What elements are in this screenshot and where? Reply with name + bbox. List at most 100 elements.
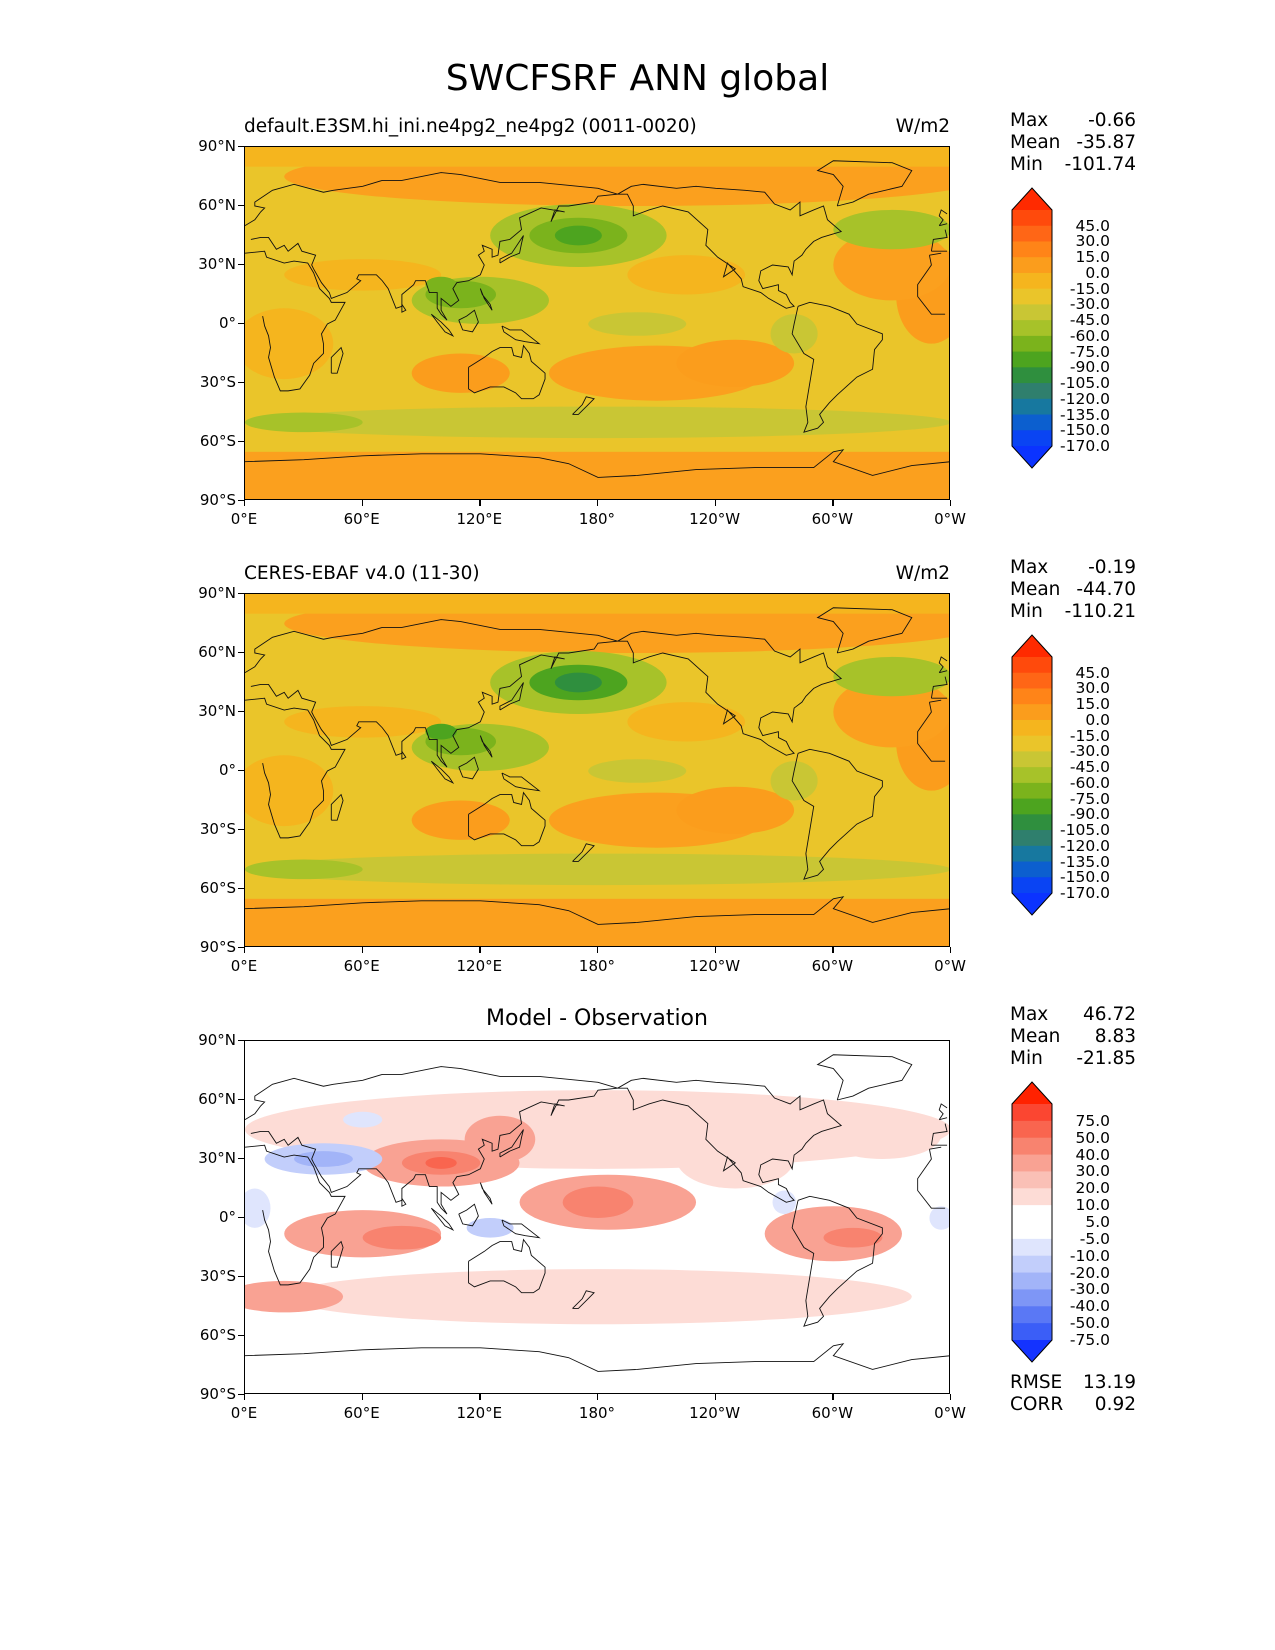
stat-min-value: -110.21	[1064, 601, 1136, 622]
lon-tick	[361, 1394, 363, 1400]
lat-tick-label: 60°N	[198, 196, 236, 214]
anomaly-region	[676, 1129, 795, 1189]
coastline	[479, 288, 493, 311]
lat-tick-label: 90°N	[198, 584, 236, 602]
lon-tick	[832, 1394, 834, 1400]
anomaly-region	[929, 1206, 949, 1230]
lon-tick	[479, 947, 481, 953]
stat-max-value: 46.72	[1083, 1004, 1136, 1025]
lon-tick-label: 180°	[578, 1404, 616, 1422]
colorbar-tick-label: 10.0	[1075, 1196, 1110, 1215]
lon-tick-label: 60°W	[811, 510, 854, 528]
colorbar-swatch	[1012, 830, 1052, 847]
colorbar-tick-label: -30.0	[1069, 1280, 1110, 1299]
lat-tick-label: 60°S	[199, 432, 236, 450]
colorbar-tick-label: -15.0	[1069, 279, 1110, 298]
colorbar-tick-label: -30.0	[1069, 295, 1110, 314]
lat-tick-label: 0°	[218, 314, 236, 332]
stat-mean-label: Mean	[1010, 132, 1061, 153]
colorbar-tick-label: 0.0	[1085, 710, 1110, 729]
colorbar-swatch	[1012, 688, 1052, 705]
stat-max: Max -0.66	[1010, 110, 1136, 132]
stat-corr: CORR 0.92	[1010, 1394, 1136, 1416]
colorbar-extend-max	[1012, 1082, 1052, 1104]
lon-tick-label: 60°W	[811, 957, 854, 975]
colorbar-tick-label: -20.0	[1069, 1263, 1110, 1282]
stat-corr-label: CORR	[1010, 1394, 1064, 1415]
colorbar-swatch	[1012, 1205, 1052, 1223]
colorbar-swatch	[1012, 735, 1052, 752]
panel-title: default.E3SM.hi_ini.ne4pg2_ne4pg2 (0011-…	[244, 116, 697, 137]
anomaly-region	[823, 1227, 883, 1248]
stat-min: Min -110.21	[1010, 601, 1136, 623]
field-region	[425, 723, 457, 740]
colorbar-swatch	[1012, 1154, 1052, 1172]
anomaly-region	[772, 1190, 797, 1215]
lon-tick-label: 0°W	[934, 510, 966, 528]
colorbar-swatch	[1012, 351, 1052, 368]
lon-tick	[714, 1394, 716, 1400]
colorbar-tick-label: 15.0	[1075, 248, 1110, 267]
colorbar-swatch	[1012, 257, 1052, 274]
lon-tick	[832, 947, 834, 953]
lat-tick	[238, 1217, 244, 1219]
lat-tick-label: 90°N	[198, 137, 236, 155]
stat-max-value: -0.66	[1088, 110, 1136, 131]
colorbar-swatch	[1012, 398, 1052, 416]
stat-rmse-value: 13.19	[1083, 1372, 1136, 1393]
lat-tick	[238, 1040, 244, 1042]
coastline	[245, 1144, 946, 1286]
colorbar-tick-label: -30.0	[1069, 742, 1110, 761]
stat-mean: Mean -35.87	[1010, 132, 1136, 154]
lon-tick-label: 60°E	[343, 957, 380, 975]
colorbar-swatch	[1012, 845, 1052, 863]
lat-tick	[238, 264, 244, 266]
colorbar-swatch	[1012, 1104, 1052, 1122]
lat-tick	[238, 205, 244, 207]
lat-tick-label: 30°S	[199, 1267, 236, 1285]
lon-tick-label: 0°E	[230, 510, 258, 528]
colorbar-tick-label: 0.0	[1085, 263, 1110, 282]
coastline	[245, 1343, 949, 1372]
colorbar-tick-label: -5.0	[1079, 1229, 1110, 1248]
lon-tick	[714, 947, 716, 953]
map-area	[244, 146, 950, 500]
lat-tick	[238, 1335, 244, 1337]
lat-tick-label: 30°S	[199, 820, 236, 838]
colorbar-swatch	[1012, 367, 1052, 384]
coastline	[791, 1195, 883, 1327]
colorbar-swatch	[1012, 1323, 1052, 1341]
stat-max-value: -0.19	[1088, 557, 1136, 578]
colorbar-swatch	[1012, 1188, 1052, 1206]
lon-tick	[714, 500, 716, 506]
stat-max-label: Max	[1010, 110, 1049, 131]
coastline	[938, 209, 948, 227]
stat-min-label: Min	[1010, 154, 1043, 175]
colorbar-swatch	[1012, 288, 1052, 305]
lat-tick	[238, 593, 244, 595]
colorbar-tick-label: 30.0	[1075, 232, 1110, 251]
lon-tick	[597, 947, 599, 953]
field-region	[627, 702, 746, 742]
anomaly-region	[823, 1111, 942, 1159]
colorbar-tick-label: 40.0	[1075, 1145, 1110, 1164]
map-svg	[245, 1041, 949, 1393]
lon-tick	[479, 500, 481, 506]
coastline	[499, 235, 524, 264]
lat-tick-label: 30°S	[199, 373, 236, 391]
coastline	[430, 313, 455, 337]
lat-tick	[238, 1394, 244, 1396]
colorbar-swatch	[1012, 657, 1052, 674]
colorbar-swatch	[1012, 751, 1052, 768]
lat-tick	[238, 1276, 244, 1278]
colorbar-tick-label: -75.0	[1069, 789, 1110, 808]
colorbar-tick-label: 45.0	[1075, 216, 1110, 235]
coastline	[479, 1182, 493, 1205]
colorbar-tick-label: -120.0	[1060, 389, 1110, 408]
colorbar-extend-min	[1012, 446, 1052, 468]
coastline	[245, 172, 948, 321]
lon-tick-label: 60°W	[811, 1404, 854, 1422]
stats-block: Max 46.72 Mean 8.83 Min -21.85	[1010, 1004, 1136, 1070]
lon-tick	[950, 947, 952, 953]
lon-tick-label: 120°E	[456, 1404, 503, 1422]
